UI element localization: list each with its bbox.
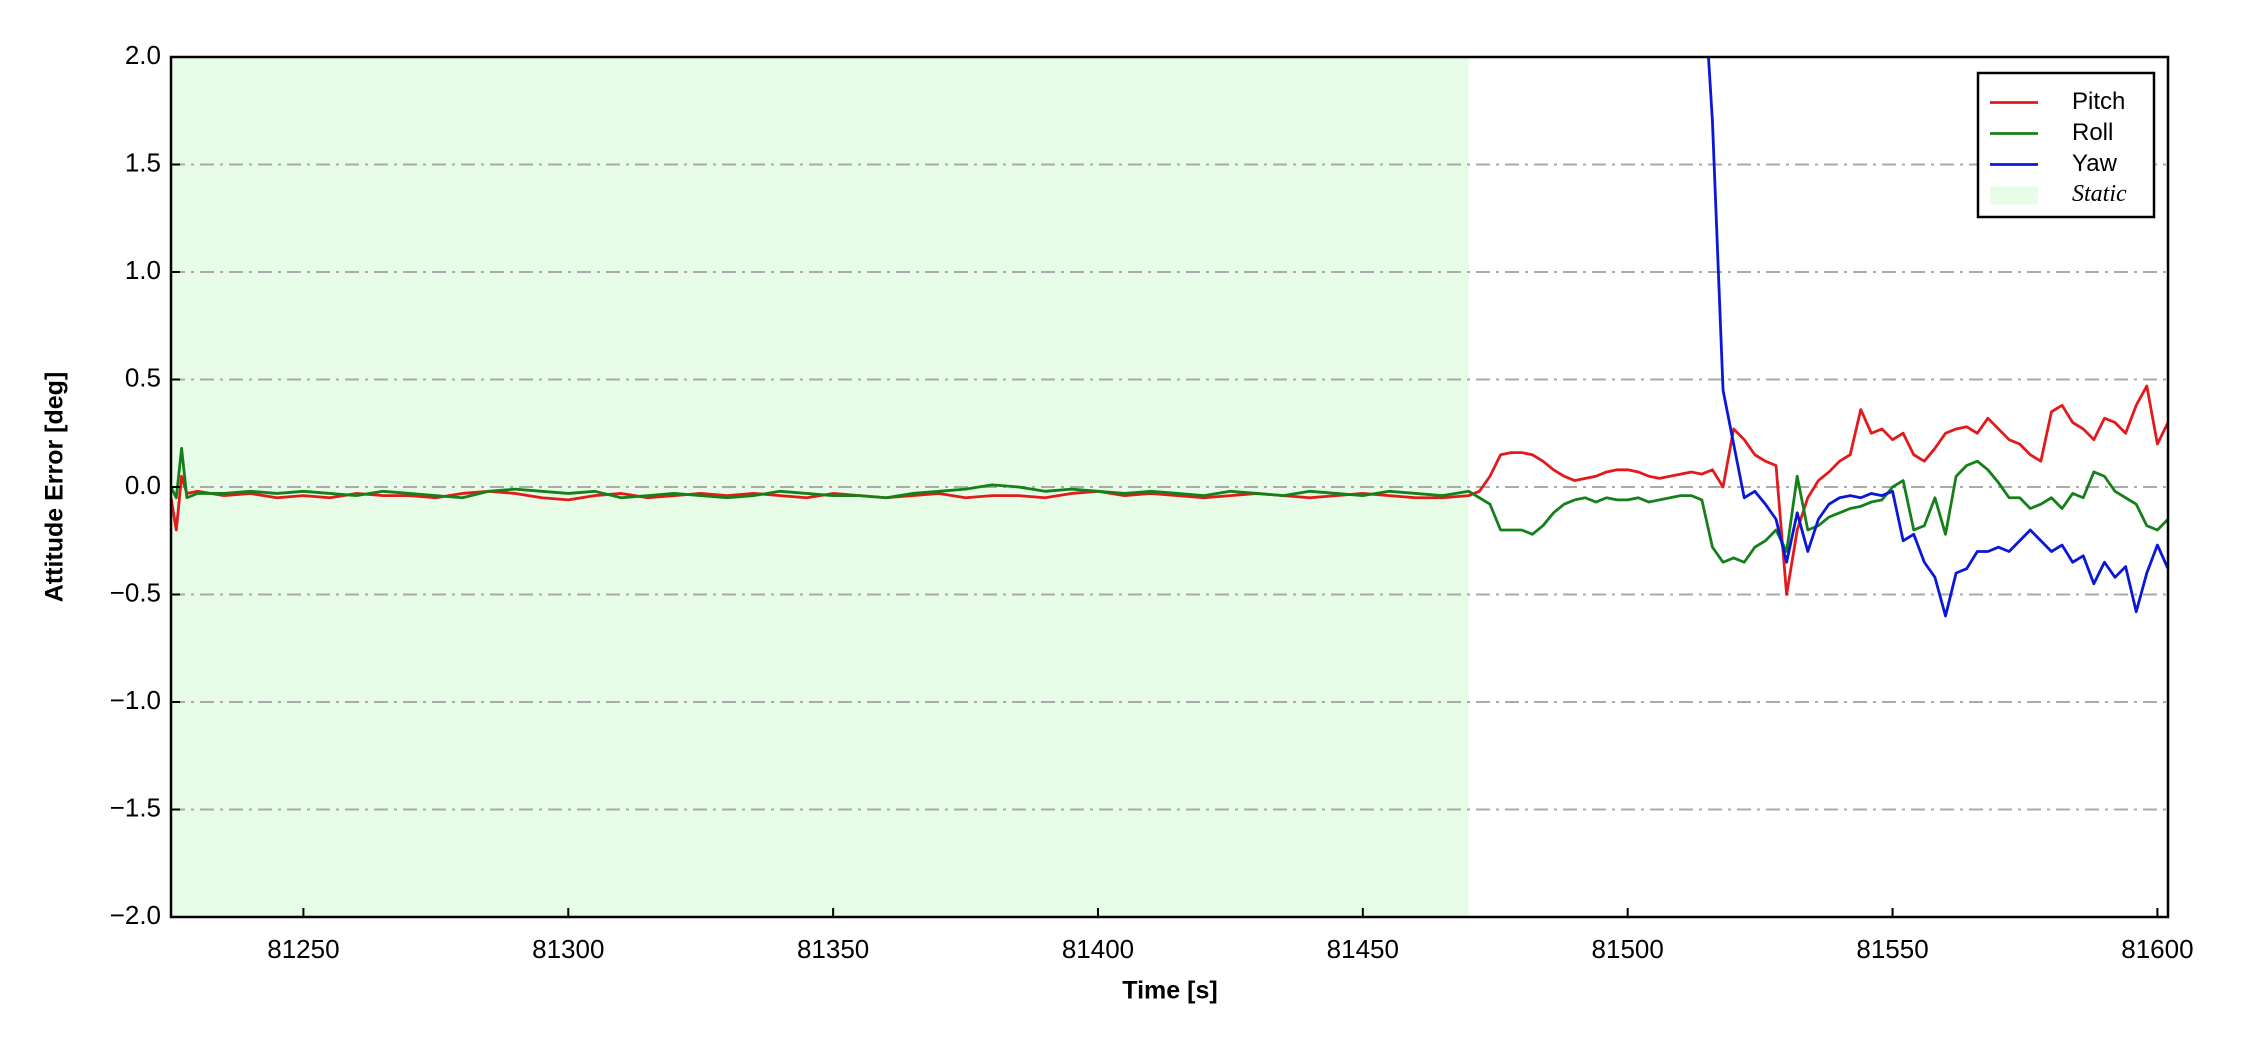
x-tick-label: 81350: [797, 934, 869, 964]
series-line: [171, 446, 2168, 564]
y-tick-label: −1.0: [110, 685, 161, 715]
y-tick-label: 0.0: [125, 470, 161, 500]
axes: −2.0 −1.5 −1.0 −0.5 0.0 0.5 1.0 1.5 2.0 81250 8130…: [110, 40, 2194, 964]
y-axis-label: Attitude Error [deg]: [41, 372, 69, 603]
legend: Pitch Roll Yaw Static: [1976, 71, 2156, 219]
legend-label: Roll: [2072, 119, 2113, 146]
x-tick-label: 81600: [2121, 934, 2193, 964]
y-tick-label: −0.5: [110, 577, 161, 607]
x-tick-label: 81500: [1592, 934, 1664, 964]
series-line: [1707, 57, 2168, 618]
x-tick-label: 81400: [1062, 934, 1134, 964]
x-tick-label: 81550: [1856, 934, 1928, 964]
legend-label: Yaw: [2072, 150, 2118, 177]
y-tick-label: 0.5: [125, 362, 161, 392]
y-tick-label: 1.5: [125, 147, 161, 177]
legend-swatch: [1990, 186, 2038, 205]
x-axis-label: Time [s]: [1122, 977, 1217, 1005]
y-tick-label: 2.0: [125, 40, 161, 70]
plot-area: [171, 57, 2168, 917]
y-tick-label: −2.0: [110, 900, 161, 930]
y-tick-label: −1.5: [110, 792, 161, 822]
legend-label: Pitch: [2072, 88, 2125, 115]
x-tick-label: 81450: [1327, 934, 1399, 964]
x-tick-label: 81300: [532, 934, 604, 964]
legend-label: Static: [2072, 181, 2127, 207]
x-tick-label: 81250: [267, 934, 339, 964]
y-tick-label: 1.0: [125, 255, 161, 285]
